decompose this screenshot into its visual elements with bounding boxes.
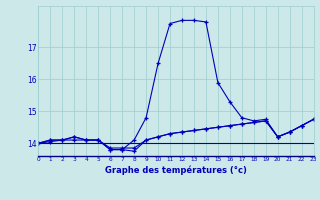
X-axis label: Graphe des températures (°c): Graphe des températures (°c) [105,165,247,175]
